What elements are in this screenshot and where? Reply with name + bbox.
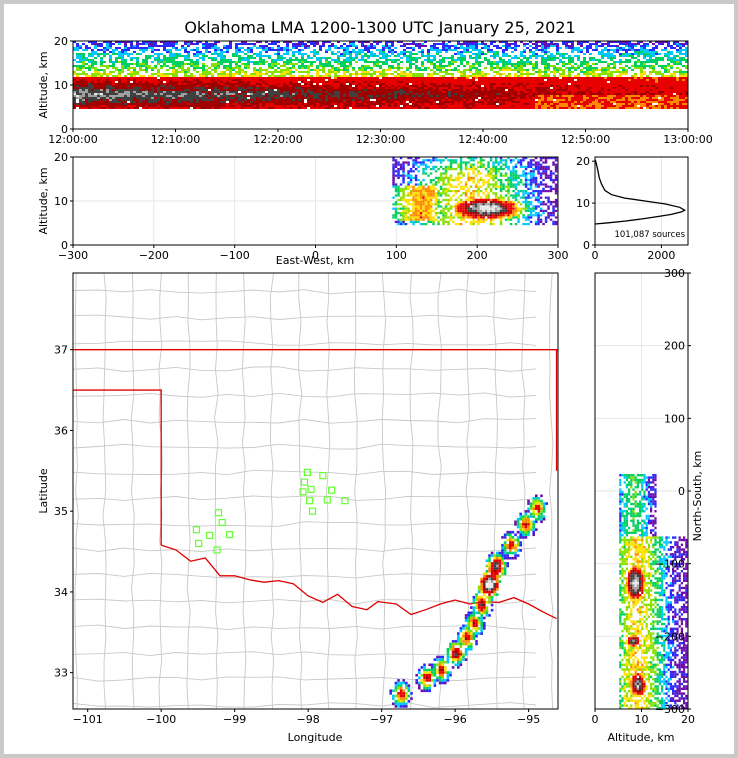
latitude-tick-label: 35: [54, 505, 68, 518]
ns-tick-label: −300: [655, 703, 685, 716]
ew-ylabel: Altitude, km: [37, 167, 50, 234]
ns-sources: [619, 474, 688, 709]
time-height-plot: [73, 41, 688, 109]
map-frame: [72, 272, 559, 710]
ns-tick-label: −200: [655, 630, 685, 643]
hist-alt-tick-label: 0: [583, 239, 590, 252]
ew-alt-tick-label: 0: [61, 239, 68, 252]
time-height-sources: [73, 41, 688, 109]
ew-tick-label: 100: [386, 249, 407, 262]
station-marker: [328, 486, 336, 494]
ew-sources: [392, 157, 558, 226]
map-ylabel: Latitude: [37, 468, 50, 514]
source-count-annotation: 101,087 sources: [614, 230, 685, 240]
station-marker: [307, 485, 315, 493]
lma-figure: Oklahoma LMA 1200-1300 UTC January 25, 2…: [37, 18, 713, 744]
ns-alt-tick-label: 0: [592, 713, 599, 726]
county-boundaries: [73, 273, 554, 709]
station-marker: [192, 526, 201, 534]
hist-alt-tick-label: 20: [576, 155, 590, 168]
ew-alt-tick-label: 10: [54, 195, 68, 208]
time-tick-label: 12:00:00: [48, 133, 97, 146]
th-alt-tick-label: 20: [54, 35, 68, 48]
latitude-tick-label: 33: [54, 667, 68, 680]
station-marker: [308, 507, 317, 515]
th-alt-tick-label: 0: [61, 123, 68, 136]
time-tick-label: 12:40:00: [458, 133, 507, 146]
ns-tick-label: 300: [664, 267, 685, 280]
ns-tick-label: 100: [664, 412, 685, 425]
time-tick-label: 12:50:00: [561, 133, 610, 146]
ns-altitude-plot: [619, 474, 688, 709]
time-tick-label: 12:10:00: [151, 133, 200, 146]
ew-tick-label: 200: [467, 249, 488, 262]
time-tick-label: 12:30:00: [356, 133, 405, 146]
time-tick-label: 13:00:00: [663, 133, 712, 146]
ew-tick-label: 0: [312, 249, 319, 262]
station-marker: [319, 472, 327, 480]
ns-alt-tick-label: 20: [681, 713, 695, 726]
altitude-histogram: [595, 159, 687, 225]
ew-tick-label: −100: [220, 249, 250, 262]
hist-alt-tick-label: 10: [576, 197, 590, 210]
hist-count-tick-label: 2000: [647, 249, 675, 262]
station-marker: [341, 497, 349, 505]
ew-tick-label: 300: [548, 249, 569, 262]
time-height-ylabel: Altitude, km: [37, 51, 50, 118]
histogram-frame: [594, 156, 689, 246]
ns-alt-tick-label: 10: [635, 713, 649, 726]
station-marker: [299, 488, 307, 496]
ns-tick-label: 200: [664, 340, 685, 353]
latitude-tick-label: 34: [54, 586, 68, 599]
longitude-tick-label: −96: [444, 713, 467, 726]
ew-altitude-plot: [392, 157, 558, 226]
hist-count-tick-label: 0: [592, 249, 599, 262]
ns-ylabel: North-South, km: [691, 451, 704, 542]
longitude-tick-label: −101: [73, 713, 103, 726]
map-xlabel: Longitude: [288, 731, 343, 744]
longitude-tick-label: −99: [223, 713, 246, 726]
ew-xlabel: East-West, km: [276, 254, 354, 267]
latitude-tick-label: 37: [54, 344, 68, 357]
longitude-tick-label: −95: [517, 713, 540, 726]
plan-view-map: [73, 273, 558, 709]
latitude-tick-label: 36: [54, 424, 68, 437]
ew-tick-label: −300: [58, 249, 88, 262]
ew-alt-tick-label: 20: [54, 151, 68, 164]
ns-xlabel: Altitude, km: [607, 731, 674, 744]
ew-tick-label: −200: [139, 249, 169, 262]
map-lightning-sources: [389, 494, 548, 708]
axis-ticks: 12:00:00 12:10:00 12:20:00 12:30:00 12:40:00…: [48, 35, 712, 726]
figure-frame: Oklahoma LMA 1200-1300 UTC January 25, 2…: [4, 4, 734, 754]
longitude-tick-label: −97: [370, 713, 393, 726]
station-marker: [306, 497, 314, 505]
station-marker: [195, 539, 203, 548]
oklahoma-border: [73, 349, 558, 620]
time-tick-label: 12:20:00: [253, 133, 302, 146]
th-alt-tick-label: 10: [54, 79, 68, 92]
ns-tick-label: 0: [678, 485, 685, 498]
station-marker: [323, 496, 331, 504]
station-marker: [213, 546, 221, 554]
station-marker: [303, 468, 312, 477]
station-marker: [300, 478, 309, 486]
longitude-tick-label: −98: [297, 713, 320, 726]
station-marker: [206, 531, 214, 540]
longitude-tick-label: −100: [146, 713, 176, 726]
station-marker: [218, 518, 226, 527]
figure-title: Oklahoma LMA 1200-1300 UTC January 25, 2…: [184, 18, 575, 37]
station-marker: [214, 509, 223, 517]
histogram-gridlines: [595, 157, 688, 245]
ns-tick-label: −100: [655, 558, 685, 571]
station-marker: [225, 530, 234, 539]
lma-stations: [192, 468, 349, 554]
altitude-profile-line: [595, 159, 687, 225]
